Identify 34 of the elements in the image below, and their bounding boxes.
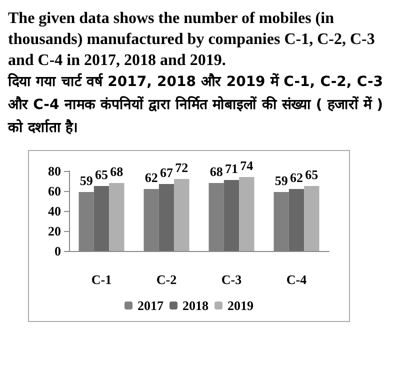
data-label: 65 — [305, 167, 319, 182]
data-label: 74 — [240, 158, 254, 173]
bar — [239, 177, 254, 251]
bar — [288, 189, 304, 251]
data-label: 72 — [175, 160, 188, 175]
bar — [174, 179, 190, 251]
x-tick-label: C-4 — [286, 272, 308, 287]
legend-label: 2018 — [182, 298, 209, 313]
y-tick-label: 60 — [48, 184, 61, 198]
y-tick-label: 0 — [54, 244, 61, 258]
data-label: 62 — [290, 170, 303, 185]
y-tick-label: 80 — [48, 164, 61, 178]
legend-label: 2019 — [228, 298, 254, 313]
y-tick-label: 20 — [48, 224, 61, 238]
data-label: 67 — [160, 165, 174, 180]
bar — [304, 186, 320, 251]
data-label: 62 — [144, 170, 158, 185]
y-tick-label: 40 — [48, 204, 61, 218]
data-label: 71 — [225, 161, 238, 176]
bar — [158, 184, 174, 251]
data-label: 65 — [95, 167, 108, 182]
x-tick-label: C-2 — [156, 272, 177, 287]
data-label: 59 — [274, 173, 288, 188]
chart-title: The given data shows the number of mobiles (in thousands) manufactured by companies C-1, C-2, C-3 and C-4 in 2017, 2018 and 2019. — [8, 9, 376, 71]
x-tick-label: C-3 — [221, 272, 242, 287]
bar — [109, 183, 124, 251]
chart-subtitle: दिया गया चार्ट वर्ष 2017, 2018 और 2019 में C-1, C-2, C-3 और C-4 नामक कंपनियों द्वारा निर्मित मोबाइलों की संख्या ( हजारों में ) को दर्शाता है। — [8, 72, 383, 138]
bar — [224, 180, 240, 251]
data-label: 59 — [80, 173, 94, 188]
x-tick-label: C-1 — [91, 272, 112, 287]
data-label: 68 — [110, 164, 124, 179]
bar — [94, 186, 110, 251]
data-label: 68 — [210, 164, 224, 179]
legend-label: 2017 — [138, 298, 164, 313]
